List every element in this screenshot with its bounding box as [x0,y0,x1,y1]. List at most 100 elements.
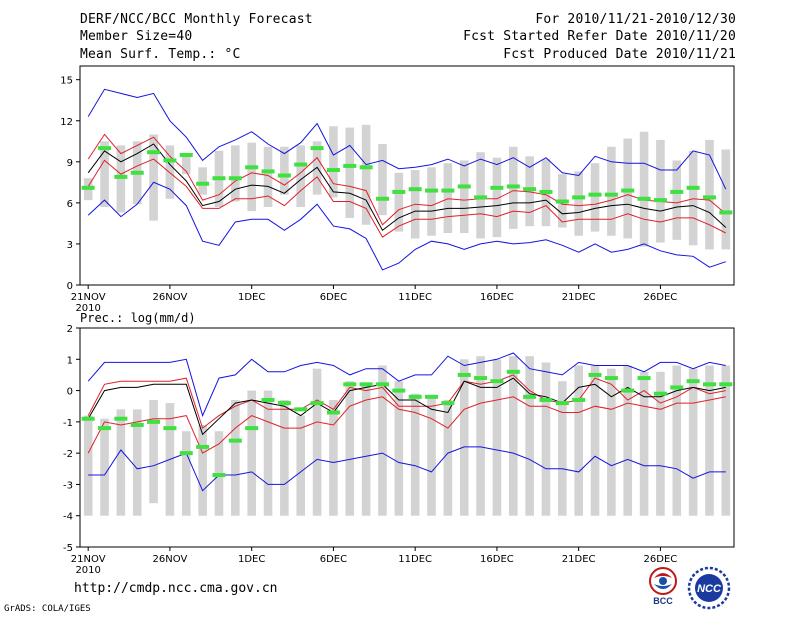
ensemble-box [525,356,534,516]
x-tick-label: 1DEC [238,292,265,303]
bcc-logo-text: BCC [653,596,673,606]
ensemble-box [590,365,600,516]
observed-mark [686,379,700,384]
observed-mark [523,394,537,399]
ensemble-box [394,172,404,232]
ensemble-box [181,156,191,175]
ensemble-box [656,139,665,243]
ensemble-max-line [87,88,727,190]
ensemble-min-line [88,446,726,492]
observed-mark [277,401,291,406]
x-tick-label: 6DEC [320,554,347,565]
observed-mark [588,192,602,197]
ensemble-box [688,150,698,246]
x-tick-label: 21NOV [71,292,106,303]
y-tick-label: 3 [67,240,73,251]
ensemble-box [149,399,158,504]
ensemble-box [705,139,714,250]
x-tick-label: 16DEC [480,292,514,303]
observed-mark [506,184,520,189]
ensemble-box [623,138,633,239]
observed-mark [343,163,357,168]
ensemble-box [492,359,502,516]
ensemble-box [149,134,158,221]
ensemble-box [263,146,273,207]
ensemble-median-line [87,377,726,436]
x-tick-label: 16DEC [480,554,514,565]
observed-mark [637,376,651,381]
observed-mark [130,422,144,427]
ensemble-box [672,160,682,240]
upper-quartile-line [87,133,727,226]
observed-mark [604,376,618,381]
ensemble-box [476,356,485,516]
observed-mark [441,401,455,406]
ensemble-box [280,399,289,516]
x-year-label: 2010 [75,565,100,576]
observed-mark [196,444,210,449]
observed-mark [196,181,210,186]
lower-quartile-line [87,396,726,454]
x-tick-label: 11DEC [398,554,432,565]
ensemble-box [247,390,256,516]
ensemble-box [83,415,93,516]
ensemble-box [231,145,240,202]
forecast-started-label: Fcst Started Refer Date 2010/11/20 [463,29,736,44]
y-tick-label: 0 [67,387,73,398]
ensemble-box [231,399,240,516]
observed-mark [261,397,275,402]
observed-mark [474,376,488,381]
observed-mark [392,388,406,393]
observed-mark [228,438,242,443]
ensemble-box [721,365,731,516]
x-tick-label: 21NOV [71,554,106,565]
observed-mark [179,152,193,157]
panel-temperature: 0 3 6 9 12 15 21NOV 26NOV 1DEC 6DEC 11DEC 16DEC 21DE… [60,65,735,314]
observed-mark [343,382,357,387]
y-tick-label: -5 [63,543,73,554]
ensemble-box [656,371,665,516]
observed-mark [375,382,389,387]
observed-mark [539,397,553,402]
plot-frame [79,65,735,286]
ensemble-box [361,124,371,225]
observed-mark [523,187,537,192]
ensemble-box [427,167,436,236]
observed-mark [719,382,733,387]
observed-mark [294,407,308,412]
ensemble-box [721,149,731,250]
observed-mark [702,195,716,200]
ensemble-box [688,368,698,516]
observed-mark [81,416,95,421]
ensemble-min-line [87,181,726,271]
observed-mark [147,150,161,155]
x-tick-label: 21DEC [562,292,596,303]
ncc-logo-text: NCC [697,583,722,595]
ensemble-box [116,409,126,516]
observed-mark [212,473,226,478]
observed-mark [212,176,226,181]
ensemble-box [541,362,551,516]
observed-mark [294,162,308,167]
observed-mark [114,416,128,421]
ensemble-box [427,396,436,516]
ensemble-box [132,409,142,516]
ensemble-box [607,368,616,516]
x-tick-label: 1DEC [238,554,265,565]
ensemble-box [525,156,534,227]
observed-mark [490,185,504,190]
y-tick-label: -4 [63,512,73,523]
observed-mark [163,426,177,431]
observed-mark [621,188,635,193]
ensemble-box [459,160,469,233]
ensemble-box [165,145,175,199]
y-tick-label: 15 [60,76,73,87]
ensemble-box [312,368,322,516]
ensemble-box [361,384,371,516]
x-tick-label: 26DEC [644,554,678,565]
ensemble-box [378,365,387,516]
observed-mark [277,173,291,178]
observed-mark [147,419,161,424]
ensemble-median-line [87,143,727,232]
